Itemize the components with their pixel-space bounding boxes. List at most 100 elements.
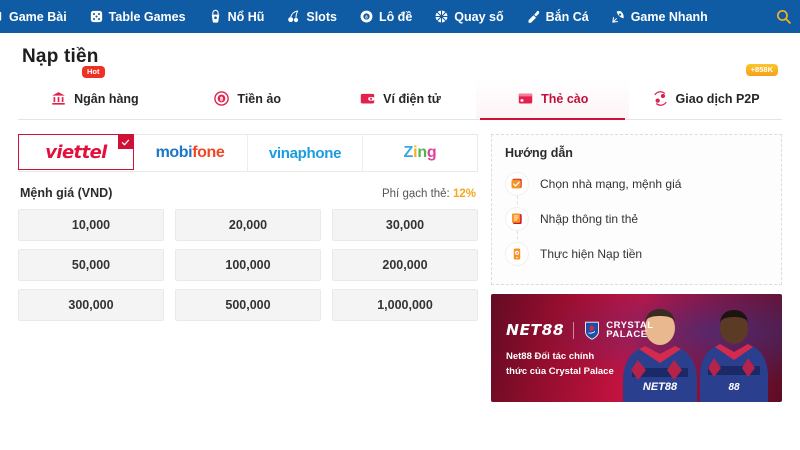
bank-icon	[52, 92, 65, 105]
carrier-option-viettel[interactable]: viettel	[18, 134, 134, 170]
dice-icon	[90, 10, 102, 23]
denomination-option[interactable]: 100,000	[175, 249, 321, 281]
cp-line-2: PALACE	[606, 329, 648, 340]
denomination-option[interactable]: 300,000	[18, 289, 164, 321]
promo-banner[interactable]: NET88 88 NET88	[491, 294, 782, 402]
hot-badge: Hot	[82, 66, 105, 78]
nav-item-game-bai[interactable]: Game Bài	[0, 9, 78, 24]
banner-tagline: Net88 Đối tác chính thức của Crystal Pal…	[506, 350, 654, 379]
tagline-line-1: Net88 Đối tác chính	[506, 351, 595, 362]
guide-panel: Hướng dẫn Chọn nhà mạng, mệnh giá	[491, 134, 782, 285]
tab-label: Ví điện tử	[383, 91, 441, 106]
nav-item-quay-so[interactable]: Quay số	[423, 9, 514, 24]
nav-label: Lô đề	[378, 9, 413, 24]
cp-line-1: CRYSTAL	[606, 319, 654, 331]
guide-step-2: Nhập thông tin thẻ	[505, 201, 768, 245]
denomination-option[interactable]: 1,000,000	[332, 289, 478, 321]
logo-divider	[573, 321, 575, 339]
tab-vi-dien-tu[interactable]: Ví điện tử	[324, 78, 477, 119]
lottery-ball-icon: 8	[360, 10, 373, 23]
deposit-method-tabs: Ngân hàng Hot ฿ Tiền ảo Ví điện tử	[18, 64, 782, 120]
football-player-photo-1: NET88	[623, 309, 697, 402]
carrier-selector: viettel mobifone vinaphone Zing	[18, 134, 478, 172]
nav-item-ban-ca[interactable]: Bắn Cá	[515, 9, 600, 24]
tab-label: Ngân hàng	[74, 91, 139, 106]
cherry-icon	[288, 10, 299, 23]
denomination-option[interactable]: 200,000	[332, 249, 478, 281]
crystal-palace-text: CRYSTAL PALACE	[606, 319, 654, 340]
top-navigation-bar: Game Bài Table Games Nổ Hũ	[0, 0, 800, 33]
cards-icon	[0, 11, 2, 22]
step-icon-wrapper	[505, 241, 529, 266]
nav-label: Game Bài	[9, 9, 67, 24]
nav-item-game-nhanh[interactable]: Game Nhanh	[600, 9, 719, 24]
banner-content: NET88 CRYSTAL PALACE	[506, 320, 654, 379]
denomination-option[interactable]: 10,000	[18, 209, 164, 241]
step-label: Chọn nhà mạng, mệnh giá	[540, 176, 682, 191]
guide-step-3: Thực hiện Nạp tiền	[505, 236, 768, 271]
net88-logo: NET88	[506, 321, 565, 339]
crystal-palace-logo: CRYSTAL PALACE	[583, 320, 653, 340]
denomination-option[interactable]: 50,000	[18, 249, 164, 281]
step-connector-line	[517, 231, 518, 245]
wallet-icon	[360, 93, 375, 104]
carrier-option-mobifone[interactable]: mobifone	[133, 135, 248, 171]
left-column: viettel mobifone vinaphone Zing	[18, 134, 478, 402]
nav-label: Table Games	[108, 9, 186, 24]
nav-label: Quay số	[454, 9, 504, 24]
step-label: Thực hiện Nạp tiền	[540, 246, 643, 261]
search-icon	[776, 9, 791, 24]
main-body: viettel mobifone vinaphone Zing	[18, 120, 782, 402]
nav-item-slots[interactable]: Slots	[275, 9, 348, 24]
denomination-header: Mệnh giá (VND) Phí gạch thẻ: 12%	[18, 172, 478, 209]
tab-the-cao[interactable]: Thẻ cào	[476, 78, 630, 120]
denomination-grid: 10,000 20,000 30,000 50,000 100,000 200,…	[18, 209, 478, 321]
vinaphone-logo: vinaphone	[268, 144, 342, 162]
step-icon-wrapper	[505, 171, 529, 196]
rocket-icon	[611, 10, 624, 23]
svg-text:88: 88	[728, 382, 740, 393]
nav-label: Nổ Hũ	[227, 9, 265, 24]
denomination-option[interactable]: 500,000	[175, 289, 321, 321]
tab-ngan-hang[interactable]: Ngân hàng Hot	[18, 66, 171, 119]
fee-text: Phí gạch thẻ: 12%	[382, 188, 476, 200]
svg-text:NET88: NET88	[643, 381, 678, 393]
denomination-label: Mệnh giá (VND)	[20, 186, 113, 200]
fish-gun-icon	[528, 10, 539, 23]
football-player-photo-2: 88	[700, 310, 768, 402]
page-container: Nạp tiền Ngân hàng Hot ฿ Tiền ảo	[0, 33, 800, 402]
p2p-icon	[653, 91, 667, 106]
selected-check-badge	[118, 135, 133, 149]
bitcoin-icon: ฿	[214, 91, 230, 106]
phone-icon	[513, 247, 521, 260]
viettel-logo: viettel	[45, 141, 107, 163]
denomination-option[interactable]: 20,000	[175, 209, 321, 241]
nav-item-no-hu[interactable]: Nổ Hũ	[197, 9, 276, 24]
nav-item-lo-de[interactable]: 8 Lô đề	[348, 9, 423, 24]
tab-tien-ao[interactable]: ฿ Tiền ảo	[171, 78, 324, 119]
nav-label: Game Nhanh	[630, 9, 708, 24]
nav-label: Bắn Cá	[545, 9, 589, 24]
tab-label: Giao dịch P2P	[675, 91, 760, 106]
tagline-line-2: thức của Crystal Palace	[506, 365, 614, 377]
banner-logo-row: NET88 CRYSTAL PALACE	[506, 320, 654, 340]
zing-logo: Zing	[403, 144, 437, 161]
denomination-option[interactable]: 30,000	[332, 209, 478, 241]
step-connector-line	[517, 196, 518, 210]
svg-text:8: 8	[365, 14, 368, 19]
fee-value: 12%	[452, 188, 476, 200]
search-button[interactable]	[766, 0, 800, 33]
nav-item-table-games[interactable]: Table Games	[78, 9, 197, 24]
carrier-option-vinaphone[interactable]: vinaphone	[248, 135, 363, 171]
mobifone-logo: mobifone	[155, 144, 225, 161]
fee-label: Phí gạch thẻ:	[381, 188, 450, 200]
tab-label: Thẻ cào	[541, 91, 589, 106]
document-icon	[512, 212, 522, 224]
carrier-option-zing[interactable]: Zing	[363, 135, 477, 171]
tab-giao-dich-p2p[interactable]: Giao dịch P2P +858K	[629, 64, 782, 119]
nav-items-list: Game Bài Table Games Nổ Hũ	[0, 9, 766, 24]
step-label: Nhập thông tin thẻ	[540, 211, 639, 226]
p2p-badge: +858K	[745, 64, 778, 76]
nav-label: Slots	[306, 9, 337, 24]
check-icon	[121, 139, 130, 145]
